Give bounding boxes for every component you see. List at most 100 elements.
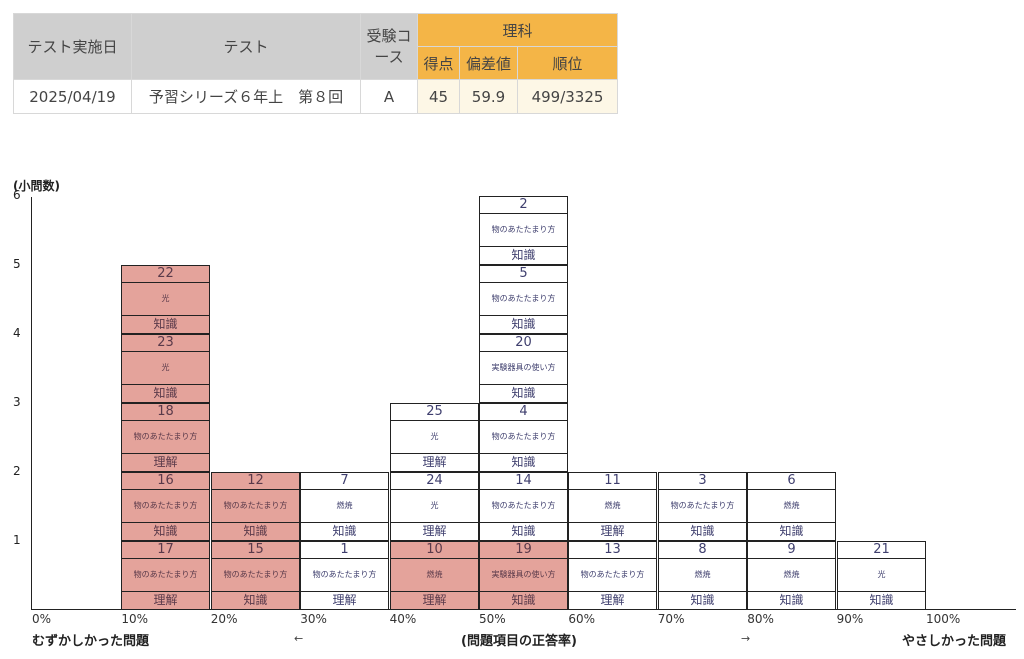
question-cell: 22 光知識 xyxy=(121,265,210,334)
question-unit: 物のあたたまり方 xyxy=(580,570,645,579)
question-cell: 9 燃焼 知識 xyxy=(747,541,836,610)
question-number: 19 xyxy=(480,542,567,559)
x-tick-label: 0% xyxy=(32,612,52,626)
question-number: 15 xyxy=(212,542,299,559)
question-type: 知識 xyxy=(659,522,746,540)
question-type: 知識 xyxy=(122,384,209,402)
question-number: 23 xyxy=(122,335,209,352)
question-number: 10 xyxy=(391,542,478,559)
question-type: 理解 xyxy=(122,591,209,609)
question-cell: 24 光理解 xyxy=(390,472,479,541)
question-number: 11 xyxy=(569,473,656,490)
header-subject: 理科 xyxy=(417,13,618,47)
cell-test-name: 予習シリーズ６年上 第８回 xyxy=(131,79,361,114)
x-tick-label: 40% xyxy=(389,612,417,626)
x-tick-label: 100% xyxy=(926,612,961,626)
cell-deviation: 59.9 xyxy=(459,79,518,114)
header-course: 受験コース xyxy=(360,13,418,80)
y-tick-label: 5 xyxy=(13,257,21,271)
question-unit: 光 xyxy=(430,501,439,510)
x-tick-label: 10% xyxy=(121,612,149,626)
question-type: 理解 xyxy=(391,522,478,540)
question-number: 8 xyxy=(659,542,746,559)
question-number: 12 xyxy=(212,473,299,490)
y-tick-label: 3 xyxy=(13,395,21,409)
question-number: 9 xyxy=(748,542,835,559)
y-axis-line xyxy=(31,197,32,610)
x-left-label: むずかしかった問題 xyxy=(32,634,150,649)
header-test-date: テスト実施日 xyxy=(13,13,132,80)
question-type: 知識 xyxy=(212,522,299,540)
y-tick-label: 4 xyxy=(13,326,21,340)
question-unit: 光 xyxy=(877,570,886,579)
cell-rank: 499/3325 xyxy=(517,79,618,114)
question-cell: 18 物のあたたまり方 理解 xyxy=(121,403,210,472)
question-unit: 光 xyxy=(161,294,170,303)
x-tick-label: 70% xyxy=(657,612,685,626)
question-unit: 実験器具の使い方 xyxy=(491,363,556,372)
arrow-left-icon: ← xyxy=(294,632,304,645)
question-cell: 15 物のあたたまり方 知識 xyxy=(211,541,300,610)
question-type: 知識 xyxy=(212,591,299,609)
question-unit: 物のあたたまり方 xyxy=(312,570,377,579)
question-unit: 物のあたたまり方 xyxy=(133,432,198,441)
question-cell: 11 燃焼 理解 xyxy=(568,472,657,541)
y-tick-label: 2 xyxy=(13,464,21,478)
question-type: 知識 xyxy=(480,591,567,609)
question-cell: 12 物のあたたまり方知識 xyxy=(211,472,300,541)
question-unit: 光 xyxy=(430,432,439,441)
question-cell: 23 光知識 xyxy=(121,334,210,403)
question-unit: 物のあたたまり方 xyxy=(491,225,556,234)
x-tick-label: 30% xyxy=(300,612,327,626)
question-number: 18 xyxy=(122,404,209,421)
question-type: 知識 xyxy=(480,315,567,333)
question-cell: 19 実験器具の使い方知識 xyxy=(479,541,568,610)
question-cell: 1 物のあたたまり方 理解 xyxy=(300,541,389,610)
question-type: 知識 xyxy=(480,384,567,402)
question-number: 3 xyxy=(659,473,746,490)
question-type: 知識 xyxy=(480,453,567,471)
question-type: 理解 xyxy=(391,591,478,609)
question-number: 2 xyxy=(480,197,567,214)
question-number: 1 xyxy=(301,542,388,559)
question-type: 知識 xyxy=(122,522,209,540)
question-unit: 燃焼 xyxy=(694,570,711,579)
header-points: 得点 xyxy=(417,46,460,80)
cell-test-date: 2025/04/19 xyxy=(13,79,132,114)
question-cell: 25 光理解 xyxy=(390,403,479,472)
header-deviation: 偏差値 xyxy=(459,46,518,80)
question-type: 知識 xyxy=(301,522,388,540)
question-number: 25 xyxy=(391,404,478,421)
question-number: 16 xyxy=(122,473,209,490)
x-tick-label: 90% xyxy=(836,612,864,626)
score-table: テスト実施日 テスト 受験コース 理科 得点 偏差値 順位 2025/04/19… xyxy=(13,13,618,114)
question-unit: 物のあたたまり方 xyxy=(133,501,198,510)
header-rank: 順位 xyxy=(517,46,618,80)
question-type: 理解 xyxy=(569,522,656,540)
question-type: 知識 xyxy=(480,522,567,540)
y-axis-label: (小問数) xyxy=(13,179,60,193)
question-type: 知識 xyxy=(838,591,925,609)
question-cell: 14 物のあたたまり方 知識 xyxy=(479,472,568,541)
question-unit: 物のあたたまり方 xyxy=(491,432,556,441)
question-unit: 実験器具の使い方 xyxy=(491,570,556,579)
question-type: 理解 xyxy=(569,591,656,609)
question-cell: 5 物のあたたまり方 知識 xyxy=(479,265,568,334)
question-unit: 燃焼 xyxy=(783,570,800,579)
question-type: 理解 xyxy=(391,453,478,471)
x-right-label: やさしかった問題 xyxy=(902,634,1007,649)
question-number: 22 xyxy=(122,266,209,283)
question-cell: 8 燃焼 知識 xyxy=(658,541,747,610)
question-number: 21 xyxy=(838,542,925,559)
question-number: 24 xyxy=(391,473,478,490)
question-unit: 物のあたたまり方 xyxy=(223,501,288,510)
question-unit: 燃焼 xyxy=(426,570,443,579)
x-axis-label: (問題項目の正答率) xyxy=(461,634,577,649)
question-cell: 6 燃焼 知識 xyxy=(747,472,836,541)
question-number: 5 xyxy=(480,266,567,283)
question-cell: 7 燃焼 知識 xyxy=(300,472,389,541)
question-number: 7 xyxy=(301,473,388,490)
question-cell: 13 物のあたたまり方 理解 xyxy=(568,541,657,610)
question-unit: 物のあたたまり方 xyxy=(670,501,735,510)
question-cell: 17 物のあたたまり方 理解 xyxy=(121,541,210,610)
